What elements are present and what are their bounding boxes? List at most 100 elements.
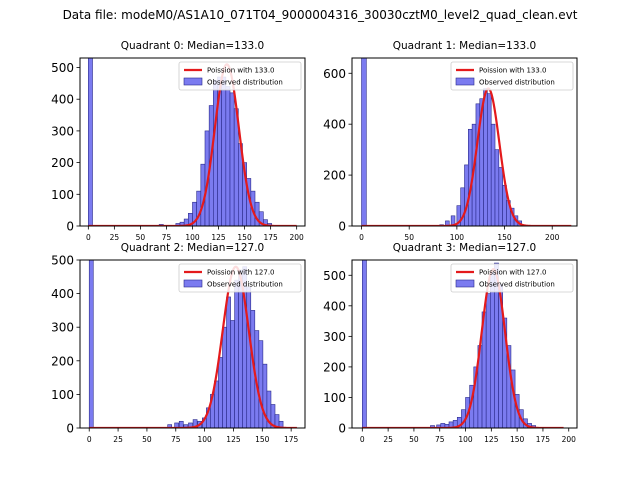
y-tick-label: 300 bbox=[323, 330, 346, 344]
legend-box bbox=[450, 61, 574, 91]
y-tick-label: 500 bbox=[51, 254, 74, 268]
histogram-bar-zero bbox=[361, 58, 367, 226]
x-tick-label: 150 bbox=[255, 435, 270, 444]
x-tick-label: 50 bbox=[409, 435, 419, 444]
subplot-title: Quadrant 1: Median=133.0 bbox=[393, 40, 536, 52]
y-tick-label: 0 bbox=[66, 422, 74, 436]
histogram-bar bbox=[246, 286, 252, 428]
histogram-bar-zero bbox=[362, 260, 367, 428]
histogram-bar bbox=[258, 211, 264, 226]
y-tick-label: 0 bbox=[338, 422, 346, 436]
plot-area bbox=[362, 260, 564, 428]
x-tick-label: 150 bbox=[237, 233, 252, 242]
legend-fit-label: Poission with 133.0 bbox=[207, 67, 275, 75]
y-tick-label: 200 bbox=[51, 354, 74, 368]
histogram-bar bbox=[494, 149, 500, 226]
legend-hist-swatch bbox=[183, 279, 203, 288]
x-tick-label: 25 bbox=[113, 435, 123, 444]
y-tick-label: 400 bbox=[323, 299, 346, 313]
x-tick-label: 50 bbox=[142, 435, 152, 444]
legend-hist-swatch bbox=[183, 77, 203, 86]
histogram-bar bbox=[483, 88, 488, 226]
histogram-bar bbox=[167, 424, 173, 428]
x-tick-label: 200 bbox=[545, 233, 560, 242]
legend-fit-label: Poission with 127.0 bbox=[479, 269, 547, 277]
x-tick-label: 100 bbox=[458, 435, 473, 444]
histogram-bar-zero bbox=[88, 260, 94, 428]
subplot-quadrant-3: 0 25 50 75 100 125 150 175 200 0 100 200 300 400 500 Qu… bbox=[323, 242, 578, 444]
histogram-bar bbox=[183, 424, 189, 428]
figure-title: Data file: modeM0/AS1A10_071T04_90000043… bbox=[62, 8, 578, 22]
y-tick-label: 400 bbox=[51, 287, 74, 301]
y-tick-label: 0 bbox=[338, 220, 346, 234]
x-tick-label: 25 bbox=[110, 233, 120, 242]
x-tick-label: 125 bbox=[226, 435, 241, 444]
histogram-bar bbox=[430, 425, 435, 428]
x-tick-label: 75 bbox=[435, 435, 445, 444]
x-tick-label: 100 bbox=[450, 233, 465, 242]
histogram-bar bbox=[226, 296, 231, 428]
x-tick-label: 200 bbox=[562, 435, 577, 444]
poisson-fit-line bbox=[88, 63, 297, 226]
histogram-bar bbox=[222, 326, 227, 428]
x-tick-label: 0 bbox=[360, 435, 365, 444]
legend-hist-label: Observed distribution bbox=[479, 79, 555, 87]
x-tick-label: 0 bbox=[359, 233, 364, 242]
y-tick-label: 300 bbox=[51, 124, 74, 138]
legend-fit-label: Poission with 133.0 bbox=[479, 67, 547, 75]
histogram-bar bbox=[192, 419, 198, 428]
histogram-bar bbox=[221, 76, 227, 226]
histogram-bar bbox=[490, 123, 496, 226]
histogram-bar bbox=[487, 93, 492, 226]
axes-frame bbox=[351, 57, 578, 227]
x-tick-label: 175 bbox=[536, 435, 551, 444]
x-tick-label: 100 bbox=[185, 233, 200, 242]
y-tick-label: 100 bbox=[51, 188, 74, 202]
histogram-bar bbox=[490, 271, 495, 428]
histogram-bar bbox=[225, 86, 231, 226]
y-tick-label: 200 bbox=[323, 169, 346, 183]
histogram-bar bbox=[464, 164, 469, 226]
y-tick-label: 300 bbox=[51, 321, 74, 335]
y-tick-label: 400 bbox=[51, 93, 74, 107]
poisson-fit-line bbox=[362, 268, 564, 428]
axes-frame bbox=[79, 259, 306, 429]
y-tick-label: 100 bbox=[323, 391, 346, 405]
histogram-bar bbox=[258, 340, 264, 428]
x-tick-label: 0 bbox=[86, 233, 91, 242]
x-tick-label: 125 bbox=[484, 435, 499, 444]
legend-hist-label: Observed distribution bbox=[479, 281, 555, 289]
histogram-bar bbox=[213, 79, 218, 226]
subplot-quadrant-0: 0 25 50 75 100 125 150 175 200 0 100 200 300 400 500 Qu… bbox=[51, 40, 306, 242]
legend-hist-label: Observed distribution bbox=[207, 79, 283, 87]
x-tick-label: 75 bbox=[171, 435, 181, 444]
x-tick-label: 50 bbox=[136, 233, 146, 242]
x-tick-label: 150 bbox=[497, 233, 512, 242]
histogram-bar bbox=[238, 269, 243, 428]
histogram-bar bbox=[196, 190, 202, 226]
plot-area bbox=[88, 58, 297, 226]
x-tick-label: 100 bbox=[197, 435, 212, 444]
y-tick-label: 200 bbox=[51, 156, 74, 170]
x-tick-label: 0 bbox=[87, 435, 92, 444]
x-tick-label: 200 bbox=[290, 233, 305, 242]
x-tick-label: 175 bbox=[284, 435, 299, 444]
poisson-fit-line bbox=[89, 265, 297, 428]
y-tick-label: 400 bbox=[323, 118, 346, 132]
y-tick-label: 600 bbox=[323, 67, 346, 81]
y-tick-label: 500 bbox=[323, 269, 346, 283]
poisson-fit-line bbox=[361, 87, 572, 226]
x-tick-label: 150 bbox=[510, 435, 525, 444]
subplot-title: Quadrant 0: Median=133.0 bbox=[121, 40, 264, 52]
y-tick-label: 0 bbox=[66, 220, 74, 234]
x-tick-label: 175 bbox=[263, 233, 278, 242]
legend-hist-swatch bbox=[455, 279, 475, 288]
axes-frame bbox=[351, 259, 578, 429]
legend-box bbox=[450, 263, 574, 293]
y-tick-label: 200 bbox=[323, 360, 346, 374]
legend-box bbox=[178, 61, 302, 91]
subplot-title: Quadrant 2: Median=127.0 bbox=[121, 242, 264, 254]
x-tick-label: 75 bbox=[162, 233, 172, 242]
legend-hist-swatch bbox=[455, 77, 475, 86]
